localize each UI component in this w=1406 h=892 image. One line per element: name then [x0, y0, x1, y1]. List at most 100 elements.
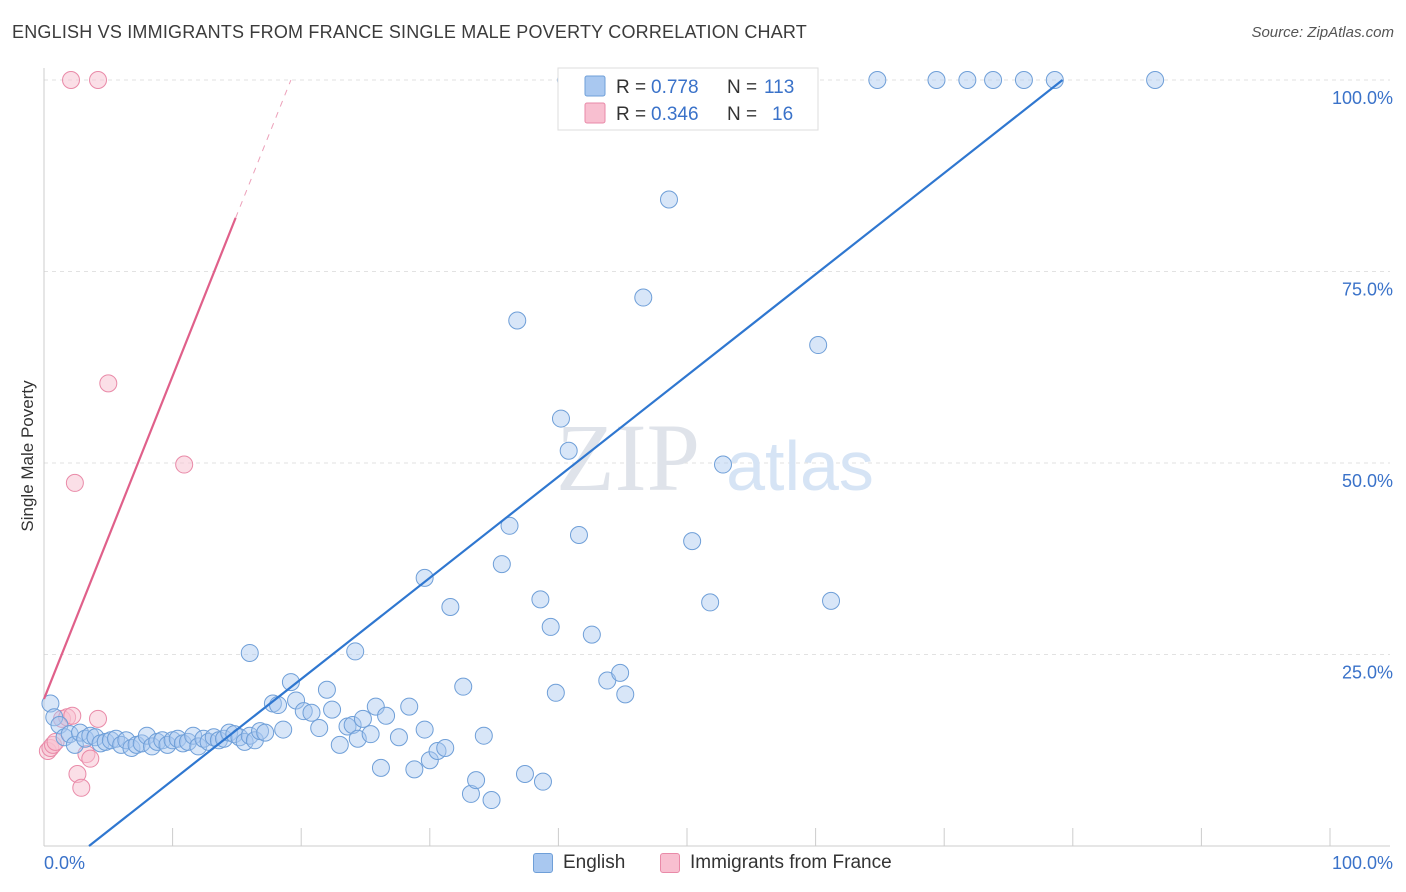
english-point [454, 677, 473, 696]
english-point [492, 555, 511, 574]
english-point [500, 516, 519, 535]
english-point [1014, 71, 1033, 89]
english-point [86, 728, 105, 747]
source-credit: Source: ZipAtlas.com [1251, 24, 1394, 41]
tick-labels: 25.0% 50.0% 75.0% 100.0% 0.0% 100.0% [44, 88, 1393, 873]
y-tick-label-2: 75.0% [1342, 280, 1393, 300]
english-point [441, 598, 460, 617]
english-point [927, 71, 946, 89]
france-points [38, 71, 194, 797]
english-point [714, 455, 733, 474]
france-point [99, 374, 118, 393]
english-point [701, 593, 720, 612]
english-point [436, 738, 455, 757]
english-point [269, 696, 288, 715]
english-point [611, 663, 630, 682]
legend-english-n-label: N = [727, 77, 757, 98]
english-point [353, 709, 372, 728]
legend-france-n-label: N = [727, 104, 757, 125]
english-point [377, 706, 396, 725]
english-point [281, 673, 300, 692]
english-trend-line [88, 79, 1064, 847]
english-point [400, 697, 419, 716]
english-point [683, 532, 702, 551]
english-point [1146, 71, 1165, 89]
english-point [634, 288, 653, 307]
english-point [302, 703, 321, 722]
english-point [371, 758, 390, 777]
english-point [515, 764, 534, 783]
y-tick-label-0: 25.0% [1342, 663, 1393, 683]
legend-english-n-value: 113 [764, 77, 794, 98]
france-trend-line [42, 217, 237, 700]
english-point [984, 71, 1003, 89]
english-point [389, 728, 408, 747]
legend-item-france: Immigrants from France [660, 852, 892, 874]
english-point [533, 772, 552, 791]
english-point [346, 642, 365, 661]
y-tick-label-3: 100.0% [1332, 88, 1393, 108]
english-point [482, 791, 501, 810]
english-point [508, 311, 527, 330]
france-point [63, 706, 82, 725]
chart-title: ENGLISH VS IMMIGRANTS FROM FRANCE SINGLE… [12, 22, 807, 42]
legend-france-swatch-bottom [660, 853, 680, 873]
legend-france-r-value: 0.346 [651, 104, 699, 125]
english-point [245, 731, 264, 750]
english-point [256, 723, 275, 742]
english-point [225, 725, 244, 744]
france-trend-extension [235, 79, 292, 219]
watermark-atlas: atlas [726, 427, 874, 505]
english-point [343, 715, 362, 734]
france-point [81, 749, 100, 768]
france-point [89, 709, 108, 728]
english-point [559, 441, 578, 460]
english-point [467, 771, 486, 790]
english-point [461, 784, 480, 803]
x-tick-label-1: 100.0% [1332, 853, 1393, 873]
france-point [72, 778, 91, 797]
english-point [122, 738, 141, 757]
legend-top: R = 0.778 N = 113 R = 0.346 N = 16 [557, 67, 819, 131]
english-point [184, 726, 203, 745]
english-point [809, 336, 828, 355]
english-point [582, 625, 601, 644]
watermark: ZIP atlas [556, 404, 874, 511]
legend-france-r-label: R = [616, 104, 646, 125]
france-point [175, 455, 194, 474]
english-point [366, 697, 385, 716]
english-point [569, 526, 588, 545]
english-point [405, 760, 424, 779]
legend-france-swatch [584, 102, 606, 124]
english-point [474, 726, 493, 745]
legend-france-label: Immigrants from France [690, 852, 892, 873]
english-point [317, 680, 336, 699]
y-tick-label-1: 50.0% [1342, 471, 1393, 491]
legend-english-r-label: R = [616, 77, 646, 98]
english-point [822, 591, 841, 610]
gridlines [44, 79, 1390, 655]
x-tick-label-0: 0.0% [44, 853, 85, 873]
english-point [41, 694, 60, 713]
english-point [274, 720, 293, 739]
legend-english-r-value: 0.778 [651, 77, 699, 98]
english-point [330, 735, 349, 754]
english-point [420, 751, 439, 770]
english-point [415, 568, 434, 587]
english-point [294, 702, 313, 721]
english-point [546, 683, 565, 702]
legend-bottom: English Immigrants from France [0, 852, 1406, 878]
watermark-zip: ZIP [556, 404, 700, 511]
english-point [958, 71, 977, 89]
english-point [323, 700, 342, 719]
english-point [659, 190, 678, 209]
france-point [46, 732, 65, 751]
english-point [551, 409, 570, 428]
france-point [89, 71, 108, 89]
english-point [541, 617, 560, 636]
france-point [62, 71, 81, 89]
english-point [616, 685, 635, 704]
france-point [65, 473, 84, 492]
trend-lines [42, 79, 1064, 847]
